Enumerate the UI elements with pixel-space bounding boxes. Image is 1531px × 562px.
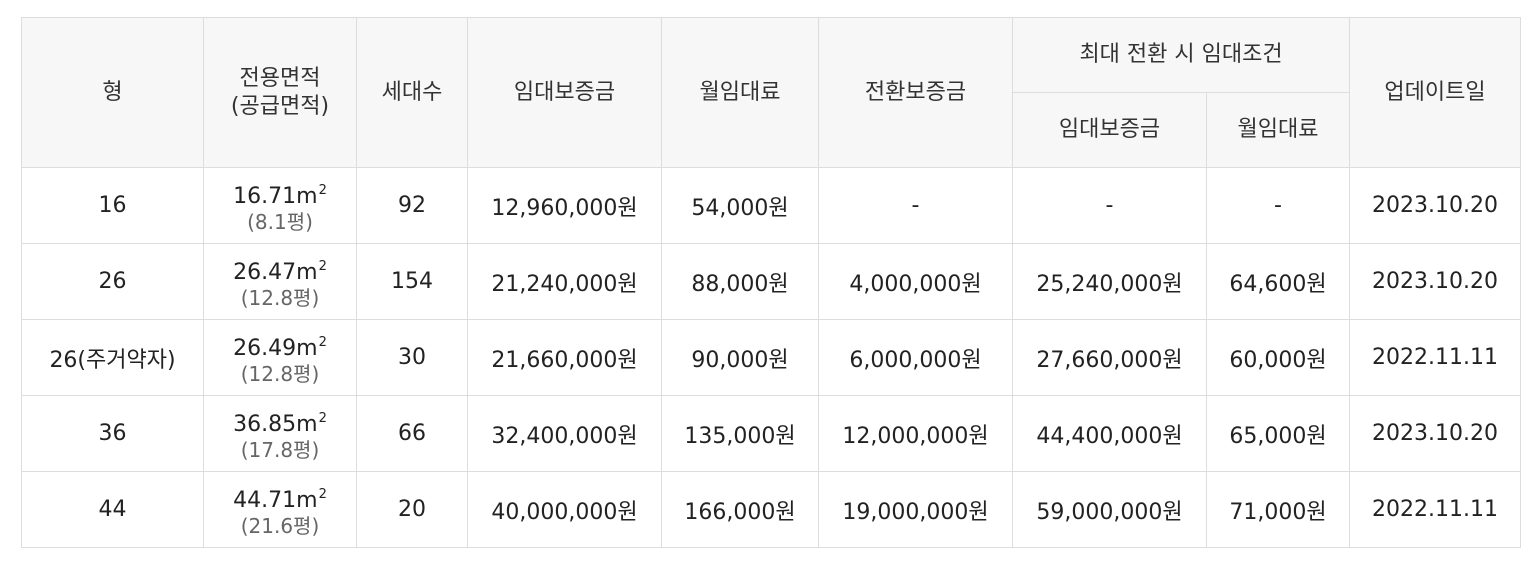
cell-conversion-deposit: - (818, 167, 1013, 244)
cell-monthly-rent: 166,000원 (661, 471, 819, 548)
cell-households: 92 (356, 167, 468, 244)
area-number: 44.71 (233, 487, 297, 513)
cell-max-monthly-rent: 71,000원 (1205, 471, 1351, 548)
area-unit-superscript: 2 (318, 334, 327, 350)
cell-deposit: 32,400,000원 (467, 395, 662, 472)
supply-area-pyeong: (8.1평) (247, 209, 313, 234)
cell-max-monthly-rent: 60,000원 (1205, 319, 1351, 396)
cell-type: 16 (21, 167, 204, 244)
rental-conditions-table: 형 전용면적 (공급면적) 세대수 임대보증금 월임대료 전환보증금 최대 전환… (21, 17, 1522, 548)
area-value: 16.71m2 (204, 178, 356, 210)
cell-deposit: 21,660,000원 (467, 319, 662, 396)
table-row: 44 44.71m2 (21.6평) 20 40,000,000원 166,00… (21, 471, 1522, 548)
cell-type: 26 (21, 243, 204, 320)
cell-area: 36.85m2 (17.8평) (203, 395, 357, 472)
cell-updated: 2022.11.11 (1349, 319, 1522, 396)
table-row: 36 36.85m2 (17.8평) 66 32,400,000원 135,00… (21, 395, 1522, 472)
area-unit-superscript: 2 (318, 258, 327, 274)
cell-updated: 2023.10.20 (1349, 167, 1522, 244)
rental-conditions-table-container: 형 전용면적 (공급면적) 세대수 임대보증금 월임대료 전환보증금 최대 전환… (21, 17, 1522, 548)
area-unit-superscript: 2 (318, 486, 327, 502)
cell-type: 26(주거약자) (21, 319, 204, 396)
cell-deposit: 21,240,000원 (467, 243, 662, 320)
table-row: 16 16.71m2 (8.1평) 92 12,960,000원 54,000원… (21, 167, 1522, 244)
cell-area: 26.49m2 (12.8평) (203, 319, 357, 396)
table-header: 형 전용면적 (공급면적) 세대수 임대보증금 월임대료 전환보증금 최대 전환… (21, 17, 1522, 168)
header-area: 전용면적 (공급면적) (203, 17, 357, 168)
cell-max-deposit: 25,240,000원 (1012, 243, 1207, 320)
header-type: 형 (21, 17, 204, 168)
supply-area-pyeong: (12.8평) (240, 285, 320, 310)
cell-type: 44 (21, 471, 204, 548)
header-monthly-rent: 월임대료 (661, 17, 819, 168)
area-unit: m (296, 183, 318, 209)
cell-deposit: 12,960,000원 (467, 167, 662, 244)
cell-conversion-deposit: 12,000,000원 (818, 395, 1013, 472)
header-households: 세대수 (356, 17, 468, 168)
cell-households: 154 (356, 243, 468, 320)
supply-area-pyeong: (17.8평) (240, 437, 320, 462)
cell-deposit: 40,000,000원 (467, 471, 662, 548)
cell-area: 44.71m2 (21.6평) (203, 471, 357, 548)
cell-type: 36 (21, 395, 204, 472)
header-max-deposit: 임대보증금 (1012, 92, 1207, 168)
header-row-1: 형 전용면적 (공급면적) 세대수 임대보증금 월임대료 전환보증금 최대 전환… (21, 17, 1522, 168)
header-max-conversion-group: 최대 전환 시 임대조건 (1011, 17, 1351, 93)
area-unit-superscript: 2 (318, 182, 327, 198)
area-value: 26.47m2 (204, 254, 356, 286)
cell-households: 66 (356, 395, 468, 472)
header-max-monthly-rent: 월임대료 (1205, 92, 1351, 168)
area-unit-superscript: 2 (318, 410, 327, 426)
area-number: 26.49 (233, 335, 297, 361)
cell-monthly-rent: 90,000원 (661, 319, 819, 396)
cell-area: 16.71m2 (8.1평) (203, 167, 357, 244)
area-unit: m (296, 411, 318, 437)
area-unit: m (296, 487, 318, 513)
header-area-line1: 전용면적 (239, 65, 321, 91)
cell-households: 30 (356, 319, 468, 396)
cell-max-monthly-rent: 65,000원 (1205, 395, 1351, 472)
header-conversion-deposit: 전환보증금 (818, 17, 1013, 168)
cell-max-monthly-rent: - (1205, 167, 1351, 244)
cell-max-monthly-rent: 64,600원 (1205, 243, 1351, 320)
cell-area: 26.47m2 (12.8평) (203, 243, 357, 320)
area-number: 36.85 (233, 411, 297, 437)
cell-updated: 2022.11.11 (1349, 471, 1522, 548)
cell-max-deposit: 27,660,000원 (1012, 319, 1207, 396)
cell-households: 20 (356, 471, 468, 548)
header-deposit: 임대보증금 (467, 17, 662, 168)
header-updated: 업데이트일 (1349, 17, 1522, 168)
area-unit: m (296, 335, 318, 361)
area-value: 44.71m2 (204, 482, 356, 514)
cell-max-deposit: 44,400,000원 (1012, 395, 1207, 472)
table-row: 26(주거약자) 26.49m2 (12.8평) 30 21,660,000원 … (21, 319, 1522, 396)
supply-area-pyeong: (21.6평) (240, 513, 320, 538)
table-row: 26 26.47m2 (12.8평) 154 21,240,000원 88,00… (21, 243, 1522, 320)
cell-monthly-rent: 54,000원 (661, 167, 819, 244)
cell-max-deposit: 59,000,000원 (1012, 471, 1207, 548)
cell-updated: 2023.10.20 (1349, 395, 1522, 472)
table-body: 16 16.71m2 (8.1평) 92 12,960,000원 54,000원… (21, 167, 1522, 548)
area-number: 16.71 (233, 183, 297, 209)
cell-updated: 2023.10.20 (1349, 243, 1522, 320)
area-number: 26.47 (233, 259, 297, 285)
supply-area-pyeong: (12.8평) (240, 361, 320, 386)
cell-conversion-deposit: 19,000,000원 (818, 471, 1013, 548)
cell-monthly-rent: 88,000원 (661, 243, 819, 320)
cell-monthly-rent: 135,000원 (661, 395, 819, 472)
cell-max-deposit: - (1012, 167, 1207, 244)
cell-conversion-deposit: 4,000,000원 (818, 243, 1013, 320)
header-area-line2: (공급면적) (230, 93, 330, 119)
area-value: 26.49m2 (204, 330, 356, 362)
area-unit: m (296, 259, 318, 285)
cell-conversion-deposit: 6,000,000원 (818, 319, 1013, 396)
header-row-2: 임대보증금 월임대료 (22, 92, 1521, 168)
area-value: 36.85m2 (204, 406, 356, 438)
